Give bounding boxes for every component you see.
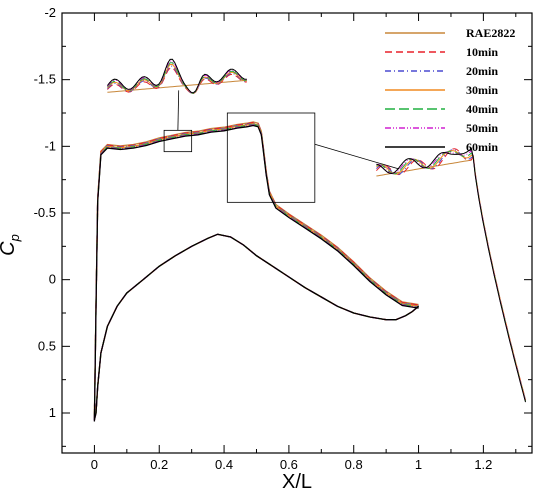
inset-small-line-40min <box>107 62 247 94</box>
zoom-box-large <box>226 112 316 203</box>
series-line-lower-20min <box>93 233 420 420</box>
x-tick-label: 0.2 <box>150 457 168 472</box>
y-axis-title-main: C <box>0 241 19 256</box>
legend-label-RAE2822: RAE2822 <box>466 26 515 40</box>
y-tick-label: -1 <box>44 138 56 153</box>
plot-frame <box>61 12 533 454</box>
inset-large-line-60min <box>376 147 526 403</box>
y-tick-label: 0.5 <box>38 338 56 353</box>
main-curves <box>93 121 420 422</box>
axis-ticks <box>61 12 532 453</box>
y-tick-label: 1 <box>49 405 56 420</box>
x-tick-label: 0.6 <box>280 457 298 472</box>
series-line-lower-RAE2822 <box>93 233 420 420</box>
legend-label-20min: 20min <box>466 64 498 78</box>
legend-label-10min: 10min <box>466 45 498 59</box>
y-tick-label: -0.5 <box>34 205 56 220</box>
x-tick-label: 0.8 <box>345 457 363 472</box>
inset-large-line-30min <box>376 150 526 402</box>
y-tick-label: 0 <box>49 272 56 287</box>
inset-large-line-RAE2822 <box>376 155 526 400</box>
legend: RAE2822 10min 20min 30min 40min 50min 60min <box>385 26 515 154</box>
inset-large-line-50min <box>376 149 526 402</box>
legend-label-60min: 60min <box>466 140 498 154</box>
inset-large-line-20min <box>376 149 526 401</box>
x-tick-label: 0.4 <box>215 457 233 472</box>
series-line-upper-30min <box>93 123 419 420</box>
legend-label-50min: 50min <box>466 121 498 135</box>
series-line-upper-40min <box>93 123 419 421</box>
y-axis-title: Cp <box>0 234 22 256</box>
series-line-upper-60min <box>93 124 419 422</box>
series-line-upper-50min <box>93 124 419 421</box>
plot-border <box>61 12 533 454</box>
zoom-connector-small <box>177 90 180 131</box>
x-tick-label: 1.2 <box>474 457 492 472</box>
y-axis-title-subscript: p <box>7 234 22 242</box>
y-tick-label: -2 <box>44 5 56 20</box>
series-line-lower-40min <box>93 233 420 420</box>
x-tick-label: 0 <box>91 457 98 472</box>
series-line-lower-50min <box>93 233 420 420</box>
legend-label-40min: 40min <box>466 102 498 116</box>
inset-large-line-10min <box>376 148 526 401</box>
series-line-lower-30min <box>93 233 420 420</box>
x-tick-label: 1 <box>415 457 422 472</box>
inset-large-line-40min <box>376 151 526 402</box>
series-line-upper-10min <box>93 121 419 419</box>
inset-small-line-20min <box>107 65 247 95</box>
legend-label-30min: 30min <box>466 83 498 97</box>
series-line-lower-10min <box>93 233 420 420</box>
zoom-insets <box>107 58 526 403</box>
x-axis-title: X/L <box>282 471 312 493</box>
y-tick-label: -1.5 <box>34 72 56 87</box>
series-line-upper-20min <box>93 122 419 420</box>
zoom-connector-large <box>314 143 400 170</box>
inset-small-line-60min <box>107 58 247 94</box>
series-line-lower-60min <box>93 233 420 420</box>
tick-labels: 0 0.2 0.4 0.6 0.8 1 1.2 -2 -1.5 -1 -0.5 0 0.5 1 <box>34 5 493 472</box>
series-line-upper-RAE2822 <box>93 121 419 418</box>
